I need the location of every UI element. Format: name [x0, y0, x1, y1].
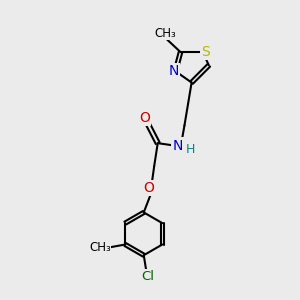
Text: CH₃: CH₃ [155, 27, 176, 40]
Text: Cl: Cl [141, 270, 154, 283]
Text: CH₃: CH₃ [89, 241, 111, 254]
Text: O: O [143, 181, 154, 195]
Text: H: H [186, 142, 195, 156]
Text: S: S [201, 45, 209, 59]
Text: N: N [172, 139, 182, 152]
Text: O: O [140, 111, 150, 124]
Text: N: N [168, 64, 179, 78]
